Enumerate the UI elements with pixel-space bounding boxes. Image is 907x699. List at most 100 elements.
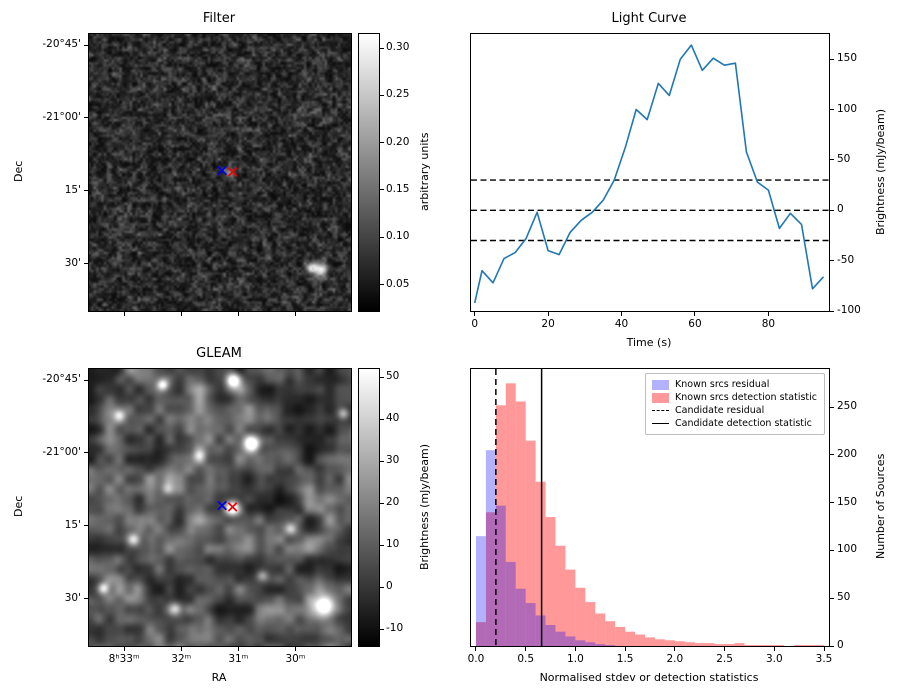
light-curve-panel (470, 33, 830, 312)
colorbar-tick-label: 0.25 (386, 88, 410, 101)
y-tick-label: -20°45' (42, 373, 81, 386)
x-tick-mark (180, 312, 182, 316)
hist-bar (565, 636, 576, 646)
hist-bar (724, 644, 735, 646)
y-tick-mark (84, 525, 88, 527)
hist-bar (684, 642, 695, 646)
y-tick-mark (830, 454, 834, 456)
x-tick-label: 80 (761, 318, 776, 330)
hist-bar (535, 615, 546, 646)
y-tick-label: -100 (837, 304, 861, 316)
x-tick-label: 40 (614, 318, 629, 330)
gleam-colorbar-label: Brightness (mJy/beam) (418, 443, 431, 570)
x-tick-mark (823, 647, 825, 651)
legend-label: Candidate detection statistic (675, 418, 812, 429)
hist-bar (475, 622, 486, 646)
hist-bar (814, 645, 825, 646)
y-tick-label: -21°00' (42, 110, 81, 123)
x-tick-label: 0.0 (467, 653, 485, 665)
legend-entry: Candidate residual (652, 404, 817, 417)
y-tick-label: 250 (837, 400, 858, 413)
light-curve-line (473, 44, 825, 304)
y-tick-mark (84, 598, 88, 600)
x-tick-label: 2.5 (716, 653, 733, 665)
y-tick-label: 100 (837, 543, 858, 556)
gleam-image-panel (88, 368, 352, 647)
filter-colorbar-label: arbitrary units (418, 132, 431, 211)
colorbar-tick-mark (380, 502, 384, 504)
hist-bar (774, 645, 785, 646)
y-tick-mark (830, 159, 834, 161)
y-tick-label: 200 (837, 447, 858, 460)
marker-x-icon (217, 165, 227, 176)
y-tick-mark (830, 502, 834, 504)
colorbar-tick-label: 10 (386, 538, 400, 551)
hist-bar (744, 645, 755, 646)
y-tick-label: 150 (837, 495, 858, 508)
y-tick-label: -50 (837, 253, 855, 266)
legend-label: Known srcs residual (675, 379, 770, 390)
histogram-xlabel: Normalised stdev or detection statistics (539, 671, 759, 684)
colorbar-tick-mark (380, 586, 384, 588)
x-tick-mark (237, 647, 239, 651)
marker-x-icon (227, 502, 238, 512)
filter-colorbar (358, 33, 380, 312)
y-tick-label: 50 (837, 591, 851, 604)
x-tick-label: 1.0 (567, 653, 584, 665)
x-tick-label: 60 (688, 318, 702, 330)
x-tick-mark (674, 647, 676, 651)
legend-entry: Candidate detection statistic (652, 417, 817, 430)
legend-entry: Known srcs residual (652, 378, 817, 391)
x-tick-mark (773, 647, 775, 651)
colorbar-tick-label: 0.30 (386, 41, 410, 54)
hist-bar (674, 641, 685, 646)
y-tick-mark (84, 117, 88, 119)
colorbar-tick-mark (380, 544, 384, 546)
hist-bar (475, 536, 486, 646)
y-tick-label: 0 (837, 203, 844, 216)
hist-bar (575, 587, 586, 646)
x-tick-label: 1.5 (616, 653, 634, 665)
colorbar-tick-label: 40 (386, 412, 400, 425)
marker-x-icon (227, 167, 238, 177)
filter-image-panel (88, 33, 352, 312)
hist-bar (664, 640, 675, 646)
x-tick-label: 8ʰ33ᵐ (108, 653, 140, 665)
hist-bar (654, 639, 665, 646)
legend: Known srcs residual Known srcs detection … (645, 373, 825, 435)
hist-bar (485, 512, 496, 646)
hist-bar (605, 621, 616, 646)
colorbar-tick-mark (380, 47, 384, 49)
gleam-marker-overlay (217, 500, 238, 512)
y-tick-mark (830, 310, 834, 312)
x-tick-mark (694, 312, 696, 316)
x-tick-mark (767, 312, 769, 316)
colorbar-tick-mark (380, 418, 384, 420)
histogram-panel: Known srcs residual Known srcs detection … (470, 368, 830, 647)
y-tick-label: 150 (837, 52, 858, 65)
light-curve-xlabel: Time (s) (626, 336, 672, 349)
colorbar-tick-mark (380, 376, 384, 378)
colorbar-tick-label: -10 (386, 622, 404, 635)
hist-bar (505, 561, 516, 646)
colorbar-tick-label: 0.15 (386, 182, 410, 195)
legend-swatch-icon (652, 423, 669, 424)
light-curve-plot (471, 44, 829, 304)
y-tick-mark (830, 260, 834, 262)
x-tick-mark (475, 647, 477, 651)
hist-bar (794, 645, 805, 646)
x-tick-mark (547, 312, 549, 316)
colorbar-tick-label: 20 (386, 496, 400, 509)
hist-bar (615, 626, 626, 646)
hist-bar (495, 405, 506, 646)
y-tick-label: 0 (837, 639, 844, 651)
hist-bar (575, 640, 586, 646)
x-tick-label: 3.5 (815, 653, 833, 665)
colorbar-tick-mark (380, 142, 384, 144)
hist-bar (515, 401, 526, 646)
y-tick-label: 100 (837, 102, 858, 115)
hist-bar (565, 569, 576, 646)
x-tick-label: 20 (541, 318, 555, 330)
y-tick-label: -21°00' (42, 445, 81, 458)
